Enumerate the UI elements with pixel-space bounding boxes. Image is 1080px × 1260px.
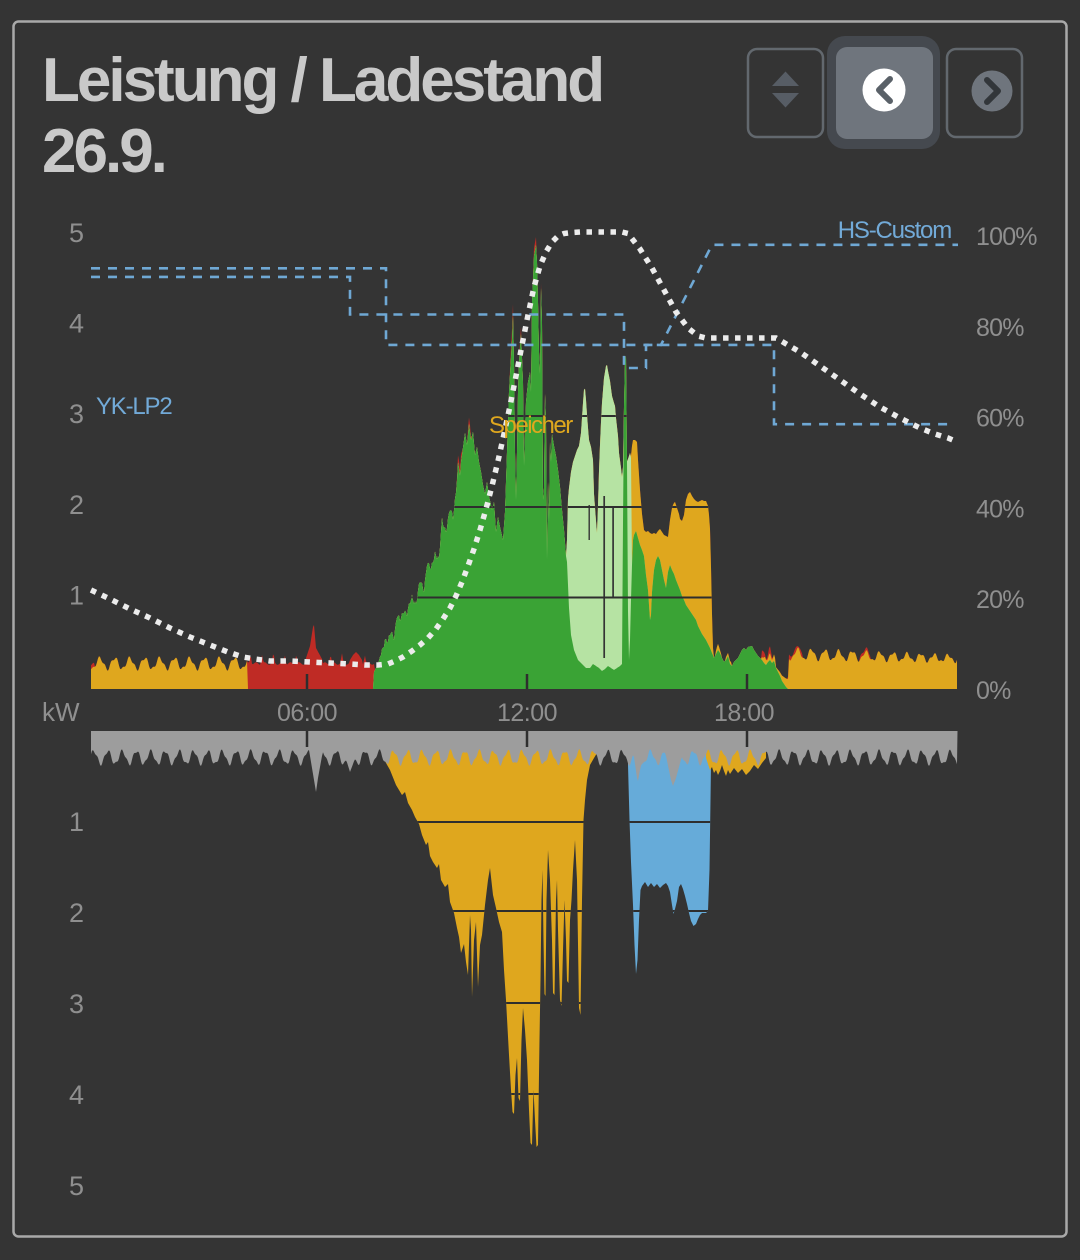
svg-text:HS-Custom: HS-Custom — [838, 217, 951, 244]
svg-text:1: 1 — [69, 580, 84, 610]
svg-text:5: 5 — [69, 218, 84, 248]
svg-text:26.9.: 26.9. — [42, 117, 165, 186]
svg-text:20%: 20% — [976, 586, 1024, 614]
svg-text:Speicher: Speicher — [489, 412, 573, 439]
svg-text:3: 3 — [69, 989, 84, 1019]
svg-text:12:00: 12:00 — [497, 699, 557, 727]
svg-text:60%: 60% — [976, 405, 1024, 433]
svg-text:06:00: 06:00 — [277, 699, 337, 727]
svg-text:1: 1 — [69, 807, 84, 837]
svg-text:2: 2 — [69, 898, 84, 928]
svg-text:3: 3 — [69, 399, 84, 429]
svg-text:100%: 100% — [976, 223, 1037, 251]
svg-text:4: 4 — [69, 1080, 84, 1110]
svg-text:18:00: 18:00 — [714, 699, 774, 727]
svg-text:40%: 40% — [976, 495, 1024, 523]
svg-text:Leistung / Ladestand: Leistung / Ladestand — [42, 46, 602, 115]
svg-text:YK-LP2: YK-LP2 — [96, 393, 172, 420]
svg-text:4: 4 — [69, 309, 84, 339]
svg-text:0%: 0% — [976, 677, 1011, 705]
svg-text:kW: kW — [42, 697, 80, 727]
svg-text:2: 2 — [69, 490, 84, 520]
svg-text:5: 5 — [69, 1171, 84, 1201]
svg-text:80%: 80% — [976, 314, 1024, 342]
